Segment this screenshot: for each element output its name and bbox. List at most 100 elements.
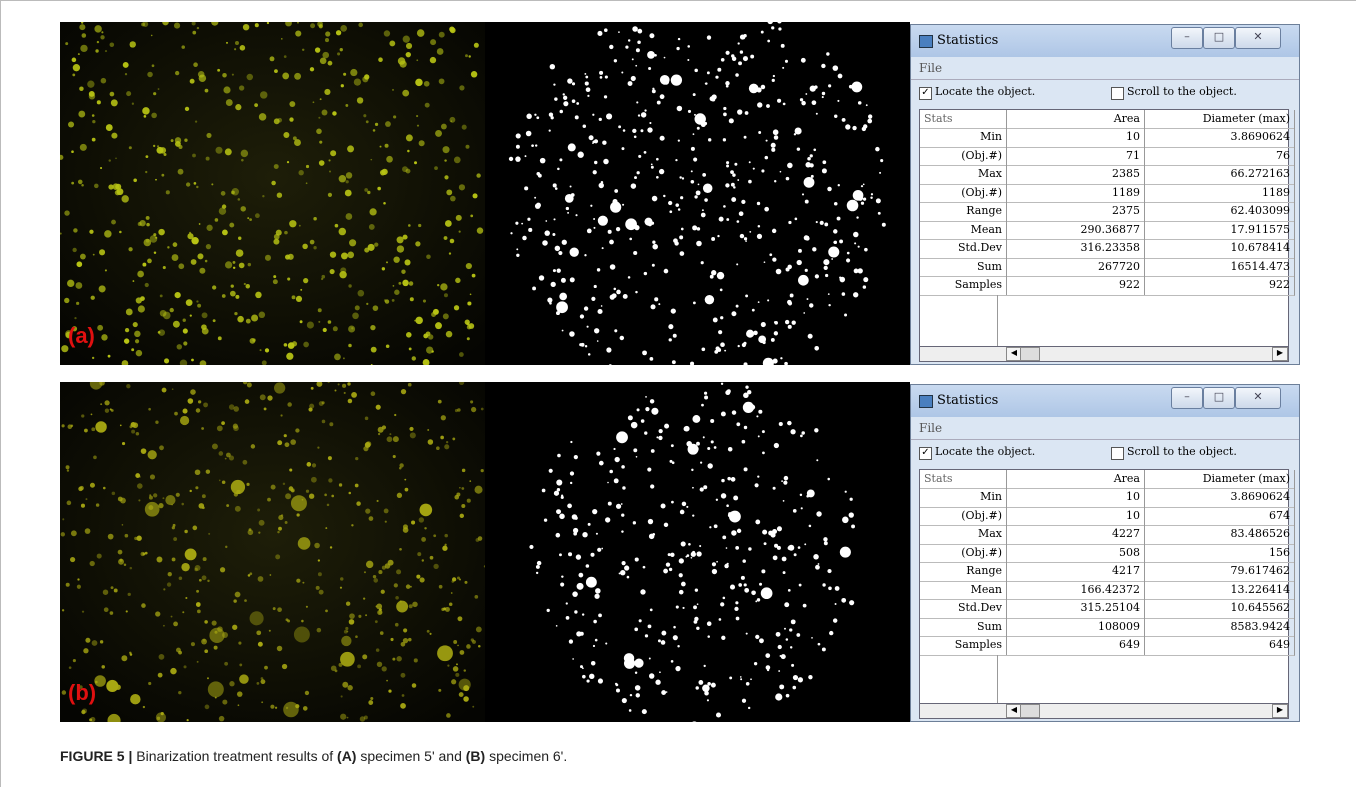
droplet [187,719,189,721]
droplet [460,514,464,518]
droplet [164,358,169,363]
droplet [101,31,103,33]
checkbox-label[interactable]: Locate the object. [935,445,1035,458]
scrollbar[interactable]: ◀▶ [919,703,1289,719]
droplet [231,284,234,287]
droplet [89,230,93,234]
droplet [135,339,139,343]
droplet [341,252,348,259]
binary-droplet [554,97,557,100]
droplet [306,165,309,168]
droplet [199,579,202,582]
binary-droplet [827,478,830,481]
table-cell: 2385 [998,165,1145,185]
binary-droplet [841,598,846,603]
droplet [301,620,304,623]
droplet [406,332,412,338]
droplet [294,627,310,643]
droplet [393,256,399,262]
stats-table: StatsAreaDiameter (max)Min103.8690624(Ob… [919,109,1289,350]
scroll-right[interactable]: ▶ [1272,347,1288,361]
binary-droplet [604,95,607,98]
droplet [383,202,386,205]
window-button[interactable]: ✕ [1235,387,1281,409]
droplet [426,331,431,336]
binary-droplet [644,151,647,154]
droplet [78,180,83,185]
droplet [149,494,151,496]
binary-droplet [586,679,589,682]
droplet [197,27,199,29]
binary-droplet [737,179,739,181]
droplet [106,124,113,131]
droplet [278,527,282,531]
scrollbar[interactable]: ◀▶ [919,346,1289,362]
binary-droplet [805,236,809,240]
scroll-right[interactable]: ▶ [1272,704,1288,718]
binary-droplet [655,680,660,685]
binary-droplet [649,534,654,539]
binary-droplet [780,357,782,359]
droplet [327,504,330,507]
droplet [236,249,244,257]
binary-droplet [862,127,866,131]
binary-droplet [797,260,802,265]
binary-droplet [759,583,762,586]
binary-droplet [738,61,742,65]
binary-droplet [711,440,714,443]
window-button[interactable]: – [1171,27,1203,49]
binary-droplet [591,661,596,666]
binary-droplet [789,628,792,631]
window-button[interactable]: ✕ [1235,27,1281,49]
checkbox[interactable]: ✓ [919,87,932,100]
binary-droplet [741,576,745,580]
binary-droplet [771,143,776,148]
row-header: Std.Dev [920,239,1007,259]
droplet [370,159,372,161]
droplet [424,81,430,87]
droplet [81,710,85,714]
droplet [455,673,459,677]
checkbox-label[interactable]: Scroll to the object. [1127,445,1237,458]
droplet [340,25,347,32]
menu-item[interactable]: File [919,61,942,75]
checkbox-label[interactable]: Locate the object. [935,85,1035,98]
droplet [76,302,79,305]
droplet [67,280,74,287]
binary-droplet [736,263,738,265]
window-button[interactable]: □ [1203,387,1235,409]
checkbox-label[interactable]: Scroll to the object. [1127,85,1237,98]
binary-droplet [786,638,789,641]
droplet [374,242,378,246]
binary-droplet [616,227,620,231]
row-header: Sum [920,618,1007,638]
binary-droplet [597,268,600,271]
binary-droplet [757,475,759,477]
droplet [174,23,180,29]
droplet [478,645,481,648]
droplet [443,146,450,153]
checkbox[interactable] [1111,87,1124,100]
binary-droplet [851,524,855,528]
checkbox[interactable]: ✓ [919,447,932,460]
droplet [318,321,320,323]
droplet [82,33,87,38]
binary-droplet [727,477,731,481]
scroll-thumb[interactable] [1020,347,1040,361]
droplet [100,167,102,169]
menu-item[interactable]: File [919,421,942,435]
droplet [328,61,333,66]
window-button[interactable]: – [1171,387,1203,409]
checkbox[interactable] [1111,447,1124,460]
binary-droplet [805,200,809,204]
binary-droplet [715,76,718,79]
droplet [396,656,401,661]
droplet [377,187,381,191]
window-button[interactable]: □ [1203,27,1235,49]
droplet [83,648,88,653]
scroll-thumb[interactable] [1020,704,1040,718]
droplet [355,484,359,488]
droplet [305,691,309,695]
binary-droplet [545,220,547,222]
binary-droplet [801,101,805,105]
